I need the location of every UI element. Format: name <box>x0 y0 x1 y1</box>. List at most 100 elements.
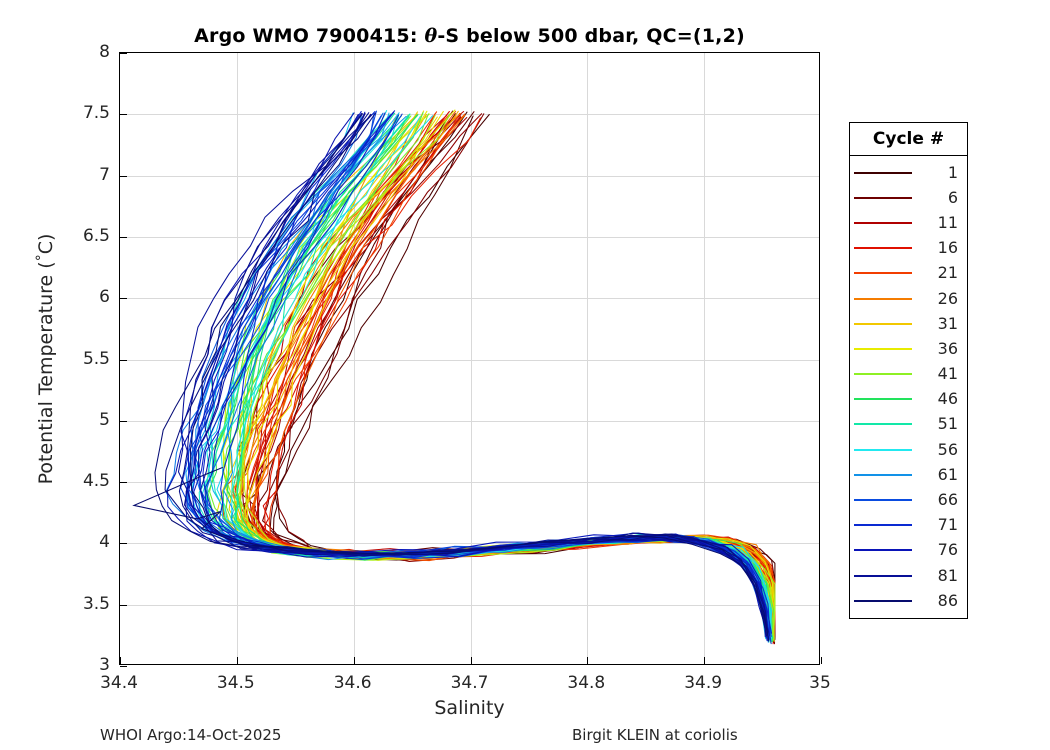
legend-color-swatch <box>854 473 912 476</box>
profile-line <box>186 112 770 640</box>
legend-item[interactable]: 51 <box>850 412 967 437</box>
legend-item-label: 56 <box>937 439 958 459</box>
legend-item[interactable]: 61 <box>850 462 967 487</box>
legend-item-label: 16 <box>937 238 958 258</box>
profile-line <box>191 115 772 645</box>
profile-line <box>275 111 776 644</box>
legend-item[interactable]: 11 <box>850 210 967 235</box>
y-axis-tick <box>120 420 127 422</box>
legend-color-swatch <box>854 196 912 199</box>
y-axis-tick-label: 8 <box>99 42 110 62</box>
x-axis-tick-label: 35 <box>809 673 831 693</box>
profile-line <box>264 112 774 641</box>
profile-line <box>183 114 769 634</box>
legend-item[interactable]: 46 <box>850 387 967 412</box>
legend-item-label: 61 <box>937 464 958 484</box>
legend-color-swatch <box>854 423 912 426</box>
outlier-profile-line <box>132 466 307 551</box>
title-suffix: -S below 500 dbar, QC=(1,2) <box>437 25 745 47</box>
y-axis-tick-label: 4 <box>99 532 110 553</box>
gridline-horizontal <box>120 298 819 300</box>
theta-s-curves <box>132 109 776 645</box>
profile-line <box>154 113 768 637</box>
y-axis-tick <box>120 175 127 177</box>
gridline-horizontal <box>120 236 819 238</box>
y-axis-tick-label: 4.5 <box>82 471 110 492</box>
legend-color-swatch <box>854 574 912 577</box>
profile-line <box>251 114 774 643</box>
x-axis-tick <box>236 657 238 664</box>
y-axis-tick <box>120 53 127 54</box>
legend-item[interactable]: 81 <box>850 563 967 588</box>
y-axis-tick-label: 6 <box>99 287 110 308</box>
profile-line <box>193 112 769 641</box>
legend-color-swatch <box>854 524 912 527</box>
legend-color-swatch <box>854 221 912 224</box>
legend-item-label: 51 <box>937 414 958 434</box>
y-axis-tick <box>120 543 127 545</box>
x-axis-tick <box>704 657 706 664</box>
legend-item[interactable]: 1 <box>850 160 967 185</box>
x-axis-tick <box>587 657 589 664</box>
legend-item-label: 46 <box>937 389 958 409</box>
legend-item-label: 31 <box>937 313 958 333</box>
legend-item[interactable]: 31 <box>850 311 967 336</box>
y-axis-tick-label: 3.5 <box>82 593 110 614</box>
y-axis-tick <box>120 298 127 300</box>
profile-line <box>227 113 774 639</box>
x-axis-tick <box>821 657 822 664</box>
x-axis-tick-label: 34.9 <box>684 673 723 693</box>
legend-color-swatch <box>854 599 912 602</box>
x-axis-tick-label: 34.7 <box>450 673 489 693</box>
gridline-horizontal <box>120 604 819 606</box>
legend-item-label: 36 <box>937 338 958 358</box>
gridline-horizontal <box>120 175 819 177</box>
legend-title: Cycle # <box>850 123 967 156</box>
profile-line <box>188 110 771 637</box>
legend-item-label: 66 <box>937 490 958 510</box>
legend-item[interactable]: 36 <box>850 336 967 361</box>
title-prefix: Argo WMO 7900415: <box>194 25 425 47</box>
legend-item-label: 71 <box>937 515 958 535</box>
legend-item[interactable]: 16 <box>850 236 967 261</box>
gridline-vertical <box>470 53 472 664</box>
footer-source-label: WHOI Argo:14-Oct-2025 <box>100 726 282 744</box>
gridline-horizontal <box>120 114 819 116</box>
y-axis-tick <box>120 482 127 484</box>
y-axis-tick-label: 5.5 <box>82 348 110 369</box>
y-axis-tick <box>120 359 127 361</box>
legend: Cycle # 1 6 11 16 21 26 31 36 41 46 51 56 61 66 71 76 81… <box>849 122 968 620</box>
profile-line <box>193 114 771 641</box>
profile-line <box>239 115 773 641</box>
legend-item-label: 26 <box>937 288 958 308</box>
plot-area <box>119 52 822 667</box>
legend-item[interactable]: 41 <box>850 362 967 387</box>
legend-item-label: 1 <box>947 162 958 182</box>
legend-item[interactable]: 21 <box>850 261 967 286</box>
gridline-vertical <box>353 53 355 664</box>
profile-line <box>239 113 776 641</box>
legend-item[interactable]: 66 <box>850 487 967 512</box>
y-axis-tick-label: 7 <box>99 164 110 185</box>
footer-author-label: Birgit KLEIN at coriolis <box>572 726 738 744</box>
x-axis-tick-label: 34.4 <box>100 673 138 693</box>
legend-items: 1 6 11 16 21 26 31 36 41 46 51 56 61 66 71 76 81 86 <box>850 156 967 618</box>
legend-item-label: 11 <box>937 212 958 232</box>
legend-item[interactable]: 56 <box>850 437 967 462</box>
legend-color-swatch <box>854 247 912 250</box>
legend-item[interactable]: 26 <box>850 286 967 311</box>
y-axis-tick <box>120 666 127 667</box>
legend-item[interactable]: 76 <box>850 538 967 563</box>
gridline-horizontal <box>120 359 819 361</box>
legend-color-swatch <box>854 499 912 502</box>
legend-item-label: 6 <box>947 187 958 207</box>
x-axis-tick-label: 34.5 <box>216 673 255 693</box>
legend-color-swatch <box>854 549 912 552</box>
x-axis-tick-label: 34.8 <box>567 673 606 693</box>
legend-item[interactable]: 71 <box>850 513 967 538</box>
legend-item[interactable]: 6 <box>850 185 967 210</box>
legend-item[interactable]: 86 <box>850 588 967 613</box>
legend-color-swatch <box>854 272 912 275</box>
profile-line <box>242 116 774 641</box>
